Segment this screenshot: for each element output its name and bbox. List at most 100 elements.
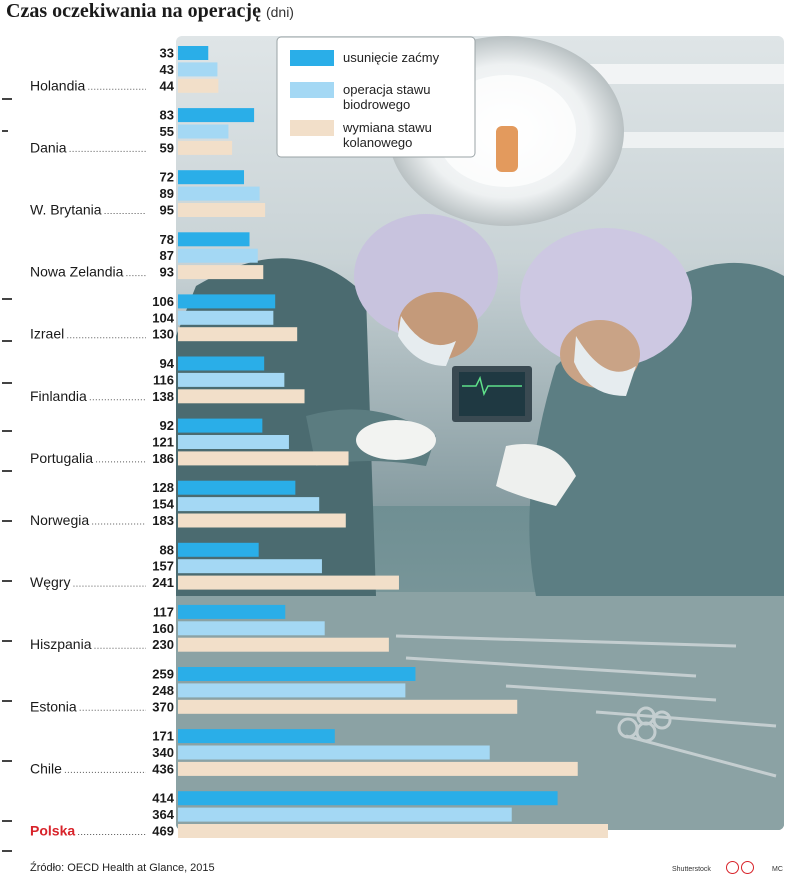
data-label: 171: [152, 729, 174, 744]
cropped-column-edge: [0, 0, 14, 890]
data-label: 92: [160, 418, 174, 433]
data-label: 59: [160, 140, 174, 155]
category-label: Polska: [30, 823, 75, 839]
bar: [178, 435, 289, 449]
category-label: Finlandia: [30, 388, 87, 404]
bar: [178, 108, 255, 123]
bar: [178, 575, 399, 590]
bar: [178, 62, 218, 77]
bar: [178, 265, 264, 280]
bar: [178, 480, 296, 495]
data-label: 230: [152, 637, 174, 652]
bar: [178, 356, 265, 371]
data-label: 241: [152, 575, 174, 590]
bar: [178, 372, 285, 387]
photo-credit: Shutterstock: [672, 866, 711, 873]
chart-title: Czas oczekiwania na operację (dni): [6, 0, 294, 22]
bar: [178, 513, 346, 528]
bar: [178, 621, 325, 636]
data-label: 121: [152, 435, 174, 450]
bar: [178, 559, 322, 574]
bar: [178, 542, 259, 557]
bar: [178, 232, 250, 247]
bar: [178, 791, 558, 806]
bar: [178, 389, 305, 404]
data-label: 95: [160, 203, 174, 218]
bar: [178, 170, 245, 185]
legend-swatch: [290, 50, 334, 66]
bar: [178, 667, 416, 681]
category-label: Izrael: [30, 326, 64, 342]
data-label: 436: [152, 761, 174, 776]
data-label: 370: [152, 699, 174, 714]
data-label: 106: [152, 294, 174, 309]
data-label: 259: [152, 667, 174, 682]
bar: [178, 78, 219, 93]
creative-commons-icon: [726, 861, 739, 874]
legend-label: wymiana stawu kolanowego: [342, 120, 432, 150]
data-label: 154: [152, 497, 174, 512]
data-label: 248: [152, 683, 174, 698]
data-label: 128: [152, 480, 174, 495]
bar: [178, 637, 389, 652]
legend-label: operacja stawu biodrowego: [343, 82, 430, 112]
data-label: 117: [153, 604, 174, 619]
category-label: Estonia: [30, 698, 77, 714]
data-label: 104: [152, 310, 174, 325]
category-label: Holandia: [30, 77, 85, 93]
bar: [178, 807, 512, 822]
category-label: Hiszpania: [30, 636, 92, 652]
legend-swatch: [290, 120, 334, 136]
source-note: Źródło: OECD Health at Glance, 2015: [30, 862, 215, 874]
data-label: 186: [152, 451, 174, 466]
category-label: Nowa Zelandia: [30, 264, 124, 280]
category-label: Dania: [30, 139, 67, 155]
bar: [178, 604, 286, 619]
bar: [178, 310, 274, 325]
category-label: Węgry: [30, 574, 70, 590]
bar: [178, 46, 209, 60]
bar: [178, 761, 578, 776]
author-initials: MC: [772, 866, 783, 873]
data-label: 72: [160, 170, 174, 185]
data-label: 414: [152, 791, 174, 806]
chart-title-unit: (dni): [265, 4, 294, 20]
bar: [178, 418, 263, 433]
data-label: 157: [152, 559, 174, 574]
data-label: 183: [152, 513, 174, 528]
data-label: 44: [160, 78, 175, 93]
bar: [178, 294, 276, 309]
data-label: 469: [152, 824, 174, 839]
data-label: 364: [152, 807, 174, 822]
data-label: 33: [160, 46, 174, 61]
bar: [178, 824, 608, 838]
data-label: 83: [160, 108, 174, 123]
category-label: Chile: [30, 760, 62, 776]
data-label: 116: [153, 372, 174, 387]
category-label: Norwegia: [30, 512, 89, 528]
bar: [178, 140, 233, 155]
data-label: 87: [160, 248, 174, 263]
data-label: 78: [160, 232, 174, 247]
data-label: 340: [152, 745, 174, 760]
legend: usunięcie zaćmy operacja stawu biodrowego w…: [276, 36, 476, 158]
bar: [178, 203, 266, 217]
chart-title-text: Czas oczekiwania na operację: [6, 0, 261, 22]
bar: [178, 248, 258, 263]
bar: [178, 683, 406, 698]
data-label: 138: [152, 389, 174, 404]
category-label: W. Brytania: [30, 202, 102, 218]
